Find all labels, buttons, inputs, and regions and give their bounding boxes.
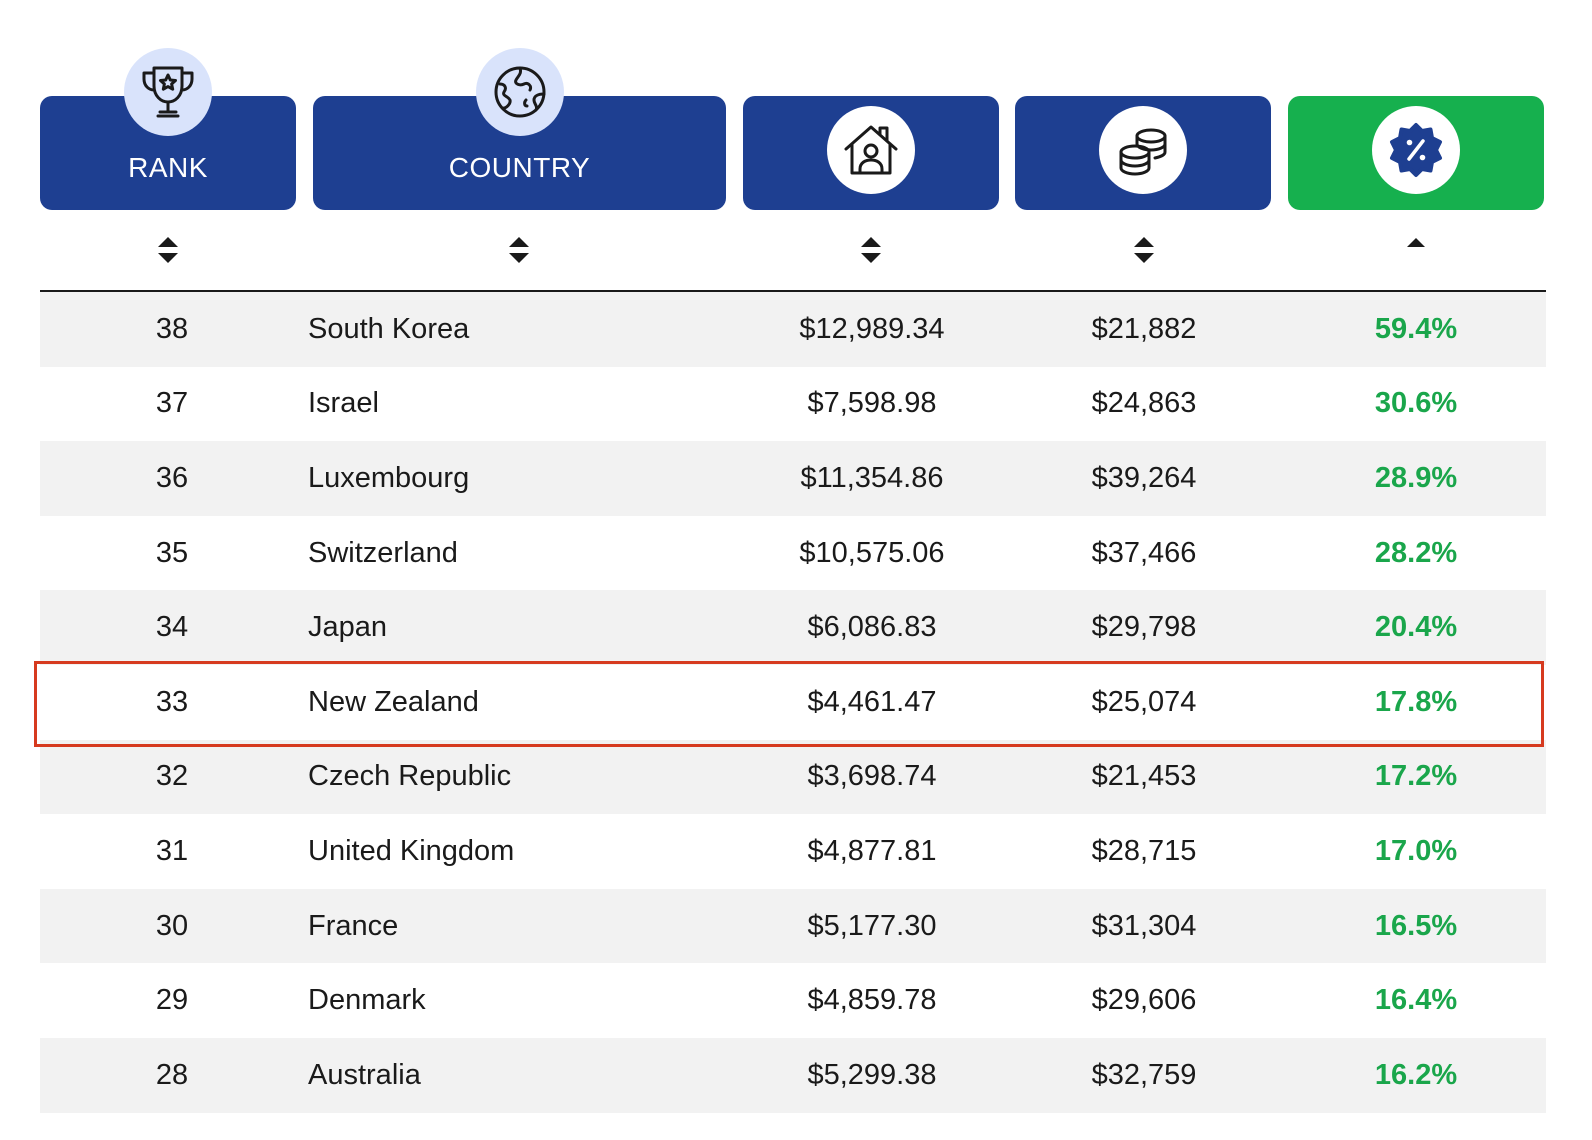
price-cell: $3,698.74 xyxy=(807,760,937,793)
price-cell: $11,354.86 xyxy=(800,461,944,494)
percent-cell: 59.4% xyxy=(1374,312,1458,345)
price-cell: $6,086.83 xyxy=(807,611,937,644)
percent-cell: 16.5% xyxy=(1374,909,1458,942)
house-icon xyxy=(827,106,915,194)
rank-cell: 31 xyxy=(155,834,189,867)
country-cell: Australia xyxy=(308,1058,421,1091)
rank-cell: 32 xyxy=(155,760,189,793)
table-row[interactable]: 31 United Kingdom $4,877.81 $28,715 17.0… xyxy=(40,814,1546,889)
country-cell: France xyxy=(308,909,399,942)
salary-column-header[interactable] xyxy=(1015,96,1271,210)
globe-icon xyxy=(476,48,564,136)
salary-cell: $29,606 xyxy=(1091,984,1197,1017)
price-column-header[interactable] xyxy=(743,96,999,210)
country-cell: Israel xyxy=(308,387,379,420)
rank-cell: 38 xyxy=(155,312,189,345)
percent-cell: 17.0% xyxy=(1374,834,1458,867)
percent-cell: 16.4% xyxy=(1374,984,1458,1017)
table-row[interactable]: 32 Czech Republic $3,698.74 $21,453 17.2… xyxy=(40,739,1546,815)
percent-cell: 17.8% xyxy=(1374,685,1458,718)
percent-column-header[interactable] xyxy=(1288,96,1544,210)
sort-toggle-salary[interactable] xyxy=(1132,232,1156,272)
price-cell: $4,877.81 xyxy=(807,834,937,867)
header-divider xyxy=(40,290,1546,292)
coins-icon xyxy=(1099,106,1187,194)
table-row[interactable]: 38 South Korea $12,989.34 $21,882 59.4% xyxy=(40,292,1546,367)
salary-cell: $21,882 xyxy=(1091,312,1197,345)
percent-cell: 20.4% xyxy=(1374,611,1458,644)
rank-cell: 34 xyxy=(155,611,189,644)
salary-cell: $28,715 xyxy=(1091,834,1197,867)
salary-cell: $25,074 xyxy=(1091,685,1197,718)
sort-toggle-country[interactable] xyxy=(507,232,531,272)
price-cell: $12,989.34 xyxy=(799,312,945,345)
table-row[interactable]: 36 Luxembourg $11,354.86 $39,264 28.9% xyxy=(40,441,1546,516)
percent-cell: 17.2% xyxy=(1374,760,1458,793)
salary-cell: $24,863 xyxy=(1091,387,1197,420)
table-header: RANK COUNTRY xyxy=(0,0,1592,220)
table-row-highlighted[interactable]: 33 New Zealand $4,461.47 $25,074 17.8% xyxy=(40,664,1546,740)
rank-cell: 29 xyxy=(155,984,189,1017)
salary-cell: $31,304 xyxy=(1091,909,1197,942)
table-row[interactable]: 34 Japan $6,086.83 $29,798 20.4% xyxy=(40,590,1546,665)
table-row[interactable]: 30 France $5,177.30 $31,304 16.5% xyxy=(40,888,1546,964)
salary-cell: $21,453 xyxy=(1091,760,1197,793)
table-row[interactable]: 28 Australia $5,299.38 $32,759 16.2% xyxy=(40,1037,1546,1113)
country-cell: New Zealand xyxy=(308,685,479,718)
sort-toggle-rank[interactable] xyxy=(156,232,180,272)
price-cell: $10,575.06 xyxy=(799,536,945,569)
sort-toggle-percent-ascending[interactable] xyxy=(1404,232,1428,272)
salary-cell: $37,466 xyxy=(1091,536,1197,569)
table-row[interactable]: 37 Israel $7,598.98 $24,863 30.6% xyxy=(40,367,1546,442)
rank-cell: 36 xyxy=(155,461,189,494)
country-header-label: COUNTRY xyxy=(448,152,591,183)
sort-toggle-price[interactable] xyxy=(859,232,883,272)
percent-cell: 28.2% xyxy=(1374,536,1458,569)
rank-header-label: RANK xyxy=(128,152,208,183)
trophy-icon xyxy=(124,48,212,136)
salary-cell: $32,759 xyxy=(1091,1058,1197,1091)
rank-cell: 33 xyxy=(155,685,189,718)
price-cell: $4,859.78 xyxy=(807,984,937,1017)
sort-controls xyxy=(40,232,1546,272)
country-cell: United Kingdom xyxy=(308,834,515,867)
percent-cell: 16.2% xyxy=(1374,1058,1458,1091)
percent-badge-icon xyxy=(1372,106,1460,194)
price-cell: $4,461.47 xyxy=(807,685,937,718)
country-column-header[interactable]: COUNTRY xyxy=(313,96,726,210)
rank-cell: 35 xyxy=(155,536,189,569)
percent-cell: 28.9% xyxy=(1374,461,1458,494)
country-cell: Czech Republic xyxy=(308,760,512,793)
country-cell: Japan xyxy=(308,611,388,644)
rank-cell: 37 xyxy=(155,387,189,420)
table-body: 38 South Korea $12,989.34 $21,882 59.4% … xyxy=(40,292,1546,1113)
price-cell: $5,299.38 xyxy=(807,1058,937,1091)
country-cell: Denmark xyxy=(308,984,426,1017)
country-cell: Luxembourg xyxy=(308,461,470,494)
table-row[interactable]: 35 Switzerland $10,575.06 $37,466 28.2% xyxy=(40,516,1546,591)
salary-cell: $29,798 xyxy=(1091,611,1197,644)
rank-cell: 28 xyxy=(155,1058,189,1091)
country-cell: South Korea xyxy=(308,312,470,345)
price-cell: $5,177.30 xyxy=(807,909,937,942)
salary-cell: $39,264 xyxy=(1091,461,1197,494)
percent-cell: 30.6% xyxy=(1374,387,1458,420)
table-row[interactable]: 29 Denmark $4,859.78 $29,606 16.4% xyxy=(40,963,1546,1038)
rank-cell: 30 xyxy=(155,909,189,942)
country-cell: Switzerland xyxy=(308,536,458,569)
price-cell: $7,598.98 xyxy=(807,387,937,420)
